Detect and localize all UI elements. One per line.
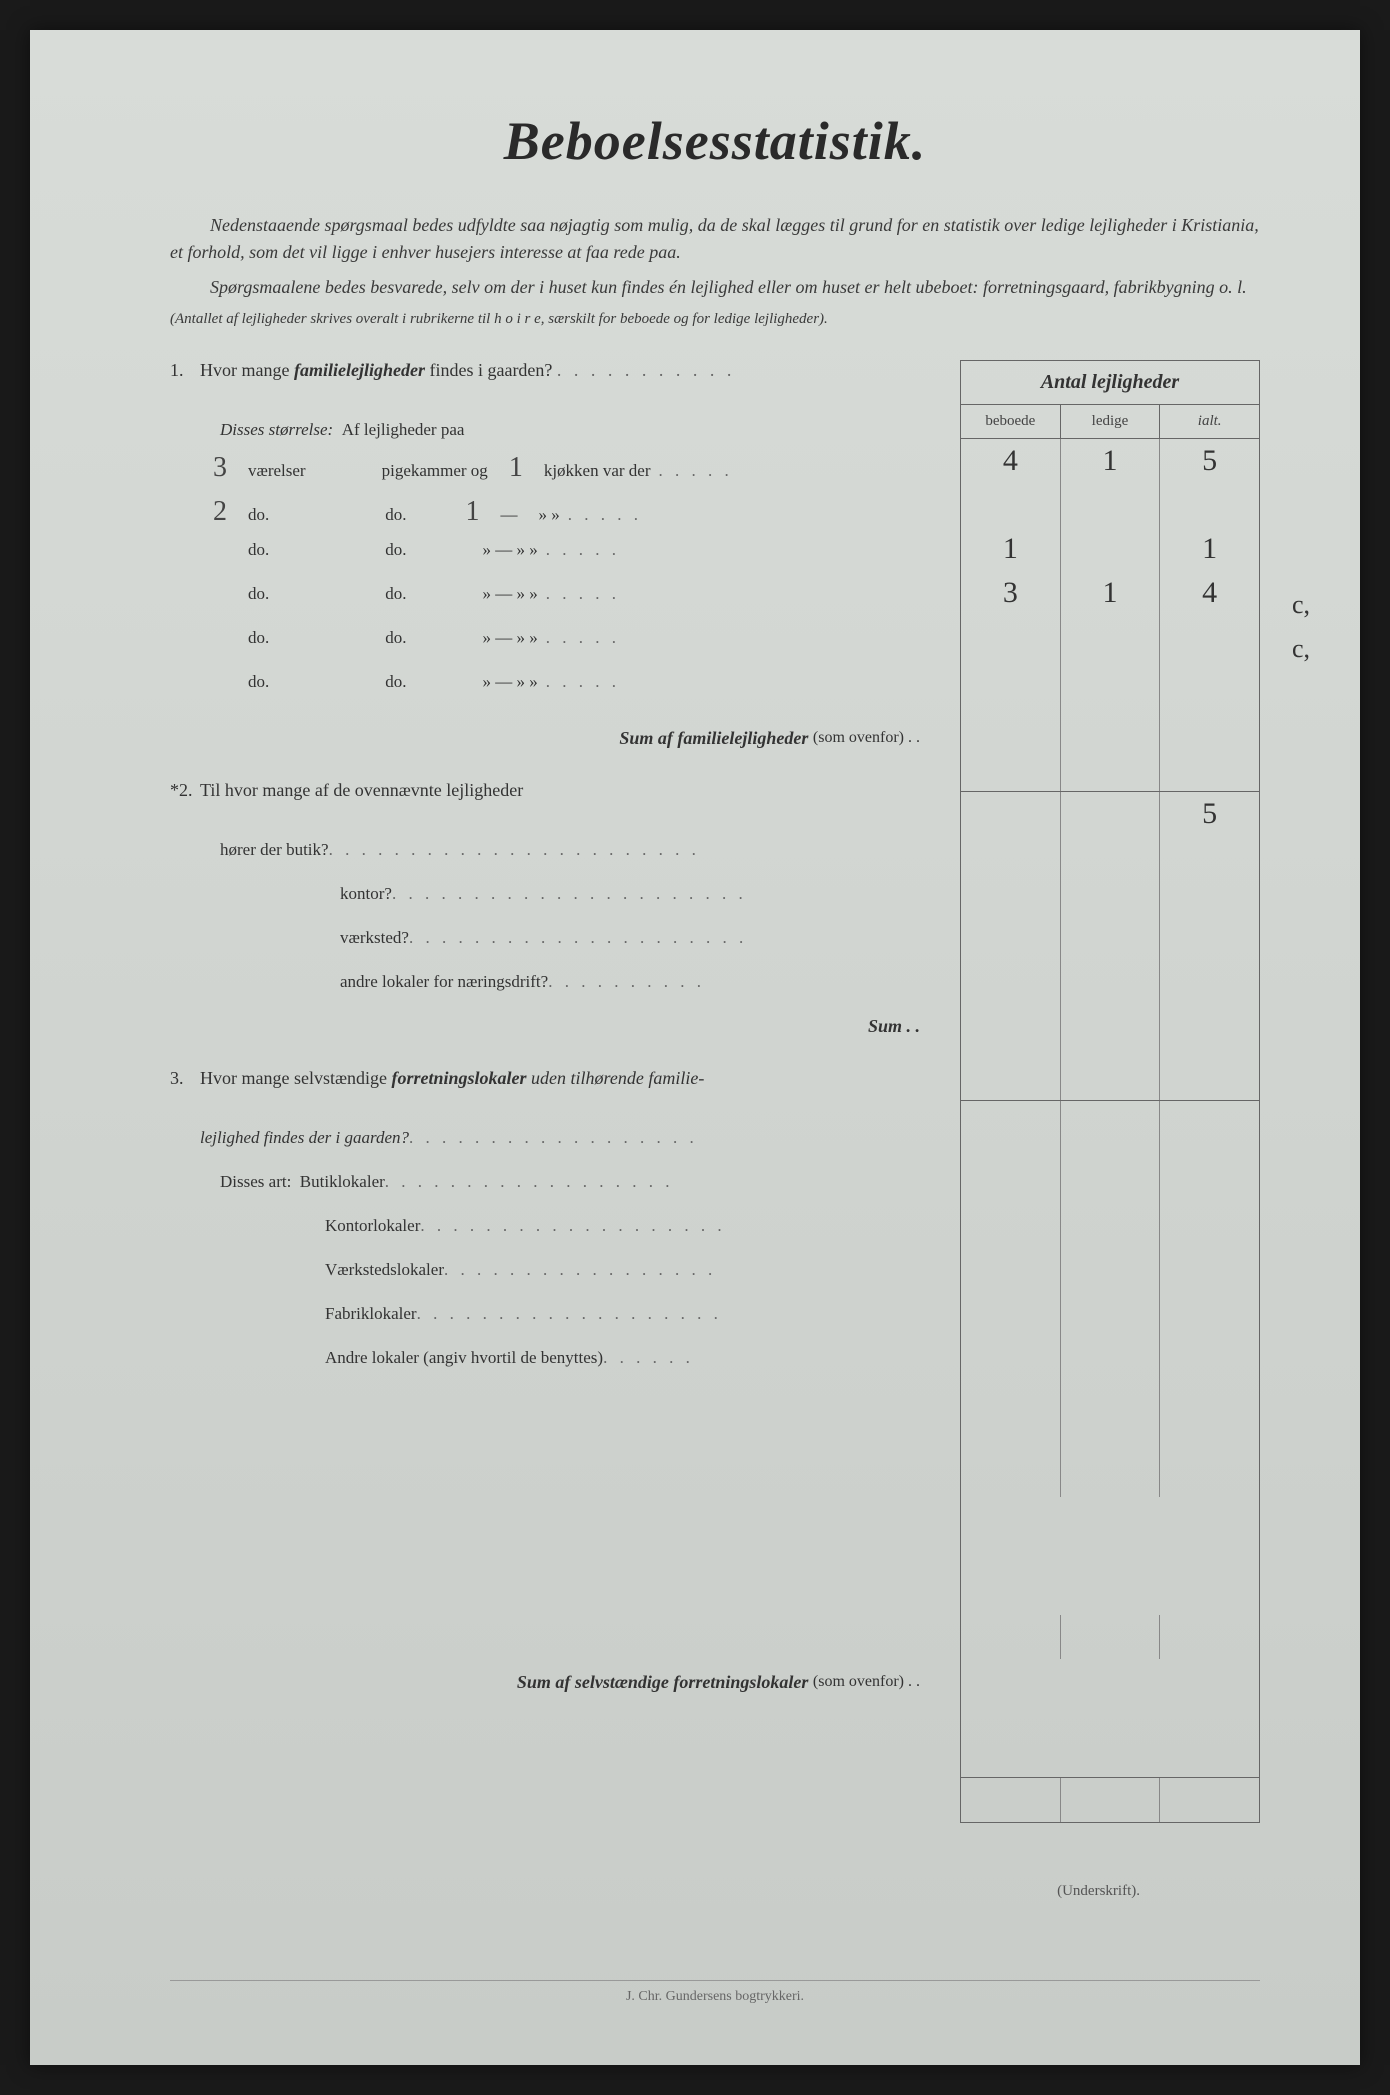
table-row — [961, 703, 1259, 747]
table-row — [961, 1497, 1259, 1777]
table-row — [961, 880, 1259, 924]
question-1: 1. Hvor mange familielejligheder findes … — [170, 360, 940, 404]
document-title: Beboelsesstatistik. — [170, 110, 1260, 172]
signature-label: (Underskrift). — [170, 1883, 1260, 1900]
table-row — [961, 1277, 1259, 1321]
table-row — [961, 1365, 1259, 1409]
table-row — [961, 747, 1259, 791]
table-row — [961, 1145, 1259, 1189]
q3-text-line1: Hvor mange selvstændige forretningslokal… — [200, 1068, 940, 1089]
q2-line-1: hører der butik? . . . . . . . . . . . .… — [170, 828, 940, 872]
table-row — [961, 836, 1259, 880]
table-body: 4 1 5 1 1 3 1 — [960, 438, 1260, 1823]
table-row — [961, 483, 1259, 527]
margin-mark-2: c, — [1292, 634, 1310, 664]
col-ialt: ialt. — [1160, 405, 1259, 438]
q2-line-3: værksted? . . . . . . . . . . . . . . . … — [170, 916, 940, 960]
q1-number: 1. — [170, 360, 200, 381]
intro-paragraph-3: (Antallet af lejligheder skrives overalt… — [170, 309, 1260, 330]
room-row-2: 2 do. do. 1 — » » . . . . . — [170, 496, 940, 540]
room-row-6: do. do. » — » » . . . . . — [170, 672, 940, 716]
room-row-4: do. do. » — » » . . . . . — [170, 584, 940, 628]
table-row-sum — [961, 1100, 1259, 1145]
q2-text: Til hvor mange af de ovennævnte lejlighe… — [200, 780, 940, 801]
table-row — [961, 1409, 1259, 1453]
q3-item-2: Kontorlokaler . . . . . . . . . . . . . … — [170, 1204, 940, 1248]
content-area: 1. Hvor mange familielejligheder findes … — [170, 360, 1260, 1823]
room-row-1: 3 værelser pigekammer og 1 kjøkken var d… — [170, 452, 940, 496]
sum-2: Sum . . — [170, 1004, 940, 1048]
sum-1: Sum af familielejligheder (som ovenfor) … — [170, 716, 940, 760]
table-row — [961, 1056, 1259, 1100]
table-row — [961, 1321, 1259, 1365]
table-row — [961, 659, 1259, 703]
question-3: 3. Hvor mange selvstændige forretningslo… — [170, 1068, 940, 1112]
table-subheader: beboede ledige ialt. — [961, 405, 1259, 438]
q3-item-5: Andre lokaler (angiv hvortil de benyttes… — [170, 1336, 940, 1380]
table-row — [961, 1233, 1259, 1277]
document-page: Beboelsesstatistik. Nedenstaaende spørgs… — [30, 30, 1360, 2065]
col-ledige: ledige — [1061, 405, 1161, 438]
intro-paragraph-1: Nedenstaaende spørgsmaal bedes udfyldte … — [170, 212, 1260, 266]
table-row-sum: 5 — [961, 791, 1259, 836]
q3-item-3: Værkstedslokaler . . . . . . . . . . . .… — [170, 1248, 940, 1292]
q2-number: *2. — [170, 780, 200, 801]
table-header: Antal lejligheder beboede ledige ialt. — [960, 360, 1260, 438]
q1-subtitle: Disses størrelse: Af lejligheder paa — [170, 408, 940, 452]
table-title: Antal lejligheder — [961, 361, 1259, 405]
q3-item-4: Fabriklokaler . . . . . . . . . . . . . … — [170, 1292, 940, 1336]
question-2: *2. Til hvor mange af de ovennævnte lejl… — [170, 780, 940, 824]
table-row — [961, 615, 1259, 659]
q2-line-2: kontor? . . . . . . . . . . . . . . . . … — [170, 872, 940, 916]
questions-column: 1. Hvor mange familielejligheder findes … — [170, 360, 940, 1823]
q1-text: Hvor mange familielejligheder findes i g… — [200, 360, 940, 381]
table-row — [961, 1453, 1259, 1497]
table-row: 4 1 5 — [961, 439, 1259, 483]
q2-line-4: andre lokaler for næringsdrift? . . . . … — [170, 960, 940, 1004]
q3-text-line2: lejlighed findes der i gaarden? . . . . … — [170, 1116, 940, 1160]
room-row-3: do. do. » — » » . . . . . — [170, 540, 940, 584]
q3-sublabel: Disses art: Butiklokaler . . . . . . . .… — [170, 1160, 940, 1204]
printer-footer: J. Chr. Gundersens bogtrykkeri. — [170, 1980, 1260, 2005]
table-row-sum — [961, 1777, 1259, 1822]
table-row: 1 1 — [961, 527, 1259, 571]
intro-paragraph-2: Spørgsmaalene bedes besvarede, selv om d… — [170, 274, 1260, 301]
table-column: Antal lejligheder beboede ledige ialt. 4… — [960, 360, 1260, 1823]
table-row — [961, 1012, 1259, 1056]
table-row: 3 1 4 — [961, 571, 1259, 615]
room-row-5: do. do. » — » » . . . . . — [170, 628, 940, 672]
q3-number: 3. — [170, 1068, 200, 1089]
table-row — [961, 924, 1259, 968]
col-beboede: beboede — [961, 405, 1061, 438]
table-row — [961, 968, 1259, 1012]
sum-3: Sum af selvstændige forretningslokaler (… — [170, 1660, 940, 1704]
table-row — [961, 1189, 1259, 1233]
margin-mark-1: c, — [1292, 590, 1310, 620]
